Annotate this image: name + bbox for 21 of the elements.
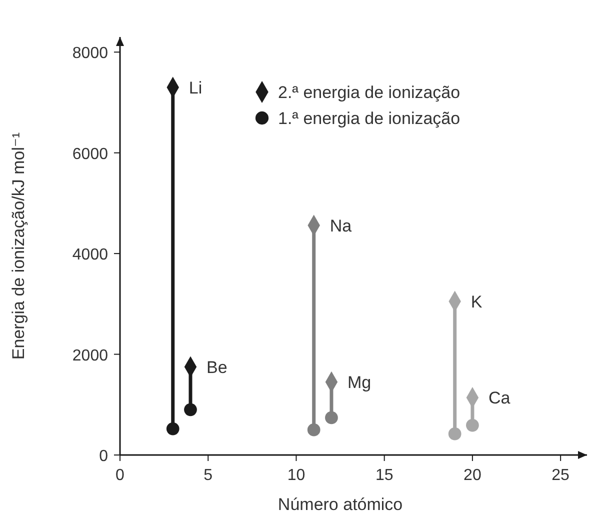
legend-label: 1.ª energia de ionização bbox=[278, 109, 460, 128]
annotation: Be bbox=[206, 358, 228, 377]
y-tick-label: 2000 bbox=[72, 347, 108, 364]
annotation: Li bbox=[188, 78, 202, 98]
annotation: K bbox=[470, 292, 483, 312]
x-tick-label: 0 bbox=[116, 467, 125, 484]
x-tick-label: 5 bbox=[204, 467, 213, 484]
y-tick-label: 8000 bbox=[72, 45, 108, 62]
x-tick-label: 10 bbox=[287, 467, 306, 484]
annotation: Mg bbox=[347, 372, 372, 392]
x-tick-label: 15 bbox=[375, 467, 394, 484]
annotation: Na bbox=[330, 216, 352, 236]
y-tick-label: 4000 bbox=[72, 246, 108, 264]
legend-label: 2.ª energia de ionização bbox=[278, 83, 460, 102]
y-axis-title: Energia de ionização/kJ mol⁻¹ bbox=[9, 132, 28, 360]
annotation: Ca bbox=[488, 388, 511, 408]
y-tick-label: 6000 bbox=[72, 146, 108, 163]
x-tick-label: 25 bbox=[552, 467, 570, 484]
x-tick-label: 20 bbox=[464, 467, 482, 484]
y-tick-label: 0 bbox=[99, 448, 108, 465]
x-axis-title: Número atómico bbox=[278, 495, 403, 514]
